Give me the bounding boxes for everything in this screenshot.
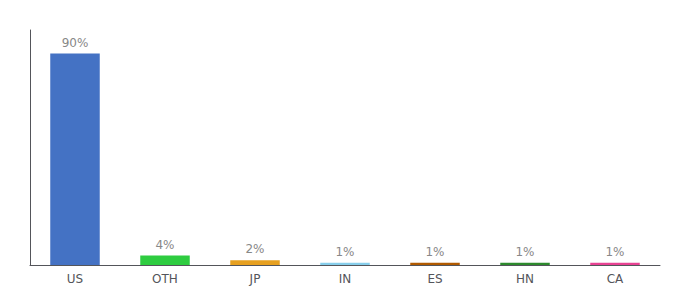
svg-text:CA: CA (607, 272, 624, 286)
svg-text:1%: 1% (515, 245, 534, 259)
svg-text:1%: 1% (425, 245, 444, 259)
svg-text:ES: ES (427, 272, 442, 286)
svg-text:OTH: OTH (152, 272, 178, 286)
svg-text:HN: HN (516, 272, 534, 286)
svg-text:2%: 2% (245, 242, 264, 256)
svg-text:1%: 1% (335, 245, 354, 259)
svg-text:1%: 1% (605, 245, 624, 259)
svg-text:90%: 90% (62, 36, 89, 50)
svg-text:JP: JP (249, 272, 261, 286)
svg-text:4%: 4% (155, 238, 174, 252)
svg-text:US: US (67, 272, 83, 286)
svg-text:IN: IN (339, 272, 352, 286)
